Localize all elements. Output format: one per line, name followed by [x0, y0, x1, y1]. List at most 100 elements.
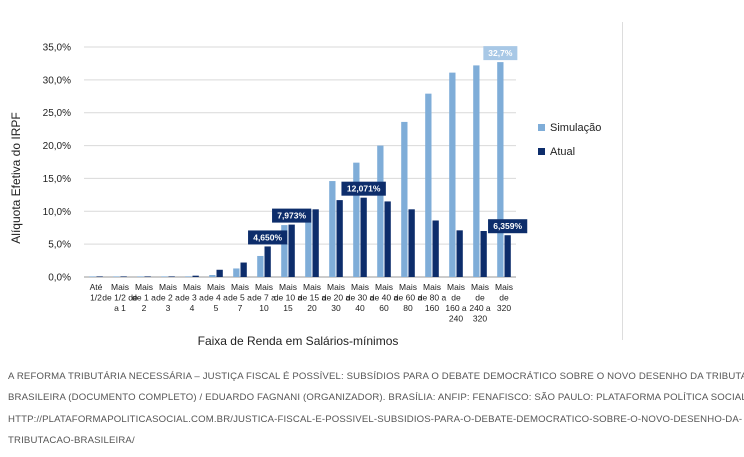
bar-simulacao	[305, 209, 312, 277]
bar-atual	[432, 220, 439, 277]
category-label-line: 4	[190, 303, 195, 313]
category-label: Mais de 40 a 60	[370, 282, 399, 313]
category-label-line: a 1	[114, 303, 126, 313]
category-label: Mais de 20 a 30	[322, 282, 351, 313]
category-label-line: 40	[355, 303, 365, 313]
category-label: Mais de 160 a 240	[445, 282, 467, 324]
data-label-box	[483, 46, 518, 61]
category-label-line: Mais	[207, 282, 225, 292]
bar-simulacao	[497, 62, 504, 277]
bar-atual	[240, 262, 247, 277]
bar-chart: 0,0% 5,0% 10,0% 15,0% 20,0% 25,0% 30,0% 35,0% 4…	[9, 43, 601, 349]
category-label-line: Mais	[423, 282, 441, 292]
category-label-line: de 3 a	[180, 293, 204, 303]
legend-label: Simulação	[550, 122, 601, 134]
category-label-line: 5	[214, 303, 219, 313]
category-label: Mais de 7 a 10	[252, 282, 276, 313]
bar-simulacao	[449, 72, 456, 277]
data-label-box	[272, 208, 312, 223]
data-label: 6,359%	[493, 221, 522, 231]
bar-simulacao	[185, 276, 192, 277]
bar-atual	[504, 235, 511, 277]
bar-atual	[480, 231, 487, 277]
category-label-line: de	[451, 293, 461, 303]
bar-simulacao	[401, 121, 408, 278]
category-label-line: de 5 a	[228, 293, 252, 303]
category-label-line: de 1 a	[132, 293, 156, 303]
category-label-line: de	[499, 293, 509, 303]
source-caption: A REFORMA TRIBUTÁRIA NECESSÁRIA – JUSTIÇ…	[8, 366, 744, 452]
bars	[89, 62, 511, 278]
category-label-line: Mais	[159, 282, 177, 292]
category-label-line: 30	[331, 303, 341, 313]
bar-simulacao	[137, 276, 144, 277]
category-label-line: Mais	[399, 282, 417, 292]
data-label-box	[488, 219, 528, 234]
caption-line: TRIBUTACAO-BRASILEIRA/	[8, 435, 135, 447]
category-label-line: de 10 a	[274, 293, 303, 303]
category-label-line: de 20 a	[322, 293, 351, 303]
category-label: Mais de 10 a 15	[274, 282, 303, 313]
category-label-line: Mais	[351, 282, 369, 292]
y-tick-label: 10,0%	[43, 207, 71, 218]
category-label-line: de 40 a	[370, 293, 399, 303]
bar-simulacao	[89, 276, 96, 277]
category-label-line: 10	[259, 303, 269, 313]
bar-atual	[144, 276, 151, 277]
category-label-line: 2	[142, 303, 147, 313]
y-tick-label: 30,0%	[43, 75, 71, 86]
y-tick-label: 35,0%	[43, 43, 71, 54]
bar-atual	[360, 197, 367, 277]
bar-atual	[120, 276, 127, 277]
legend: Simulação Atual	[538, 122, 601, 158]
bar-simulacao	[473, 65, 480, 278]
category-label-line: 240	[449, 314, 463, 324]
y-tick-label: 5,0%	[48, 240, 71, 251]
category-label: Até 1/2	[90, 282, 103, 303]
bar-simulacao	[281, 225, 288, 277]
bar-simulacao	[425, 93, 432, 278]
category-label-line: de 1/2 de	[102, 293, 138, 303]
category-label-line: Mais	[279, 282, 297, 292]
bar-simulacao	[329, 181, 336, 277]
legend-swatch	[538, 124, 545, 131]
bar-atual	[96, 276, 103, 277]
category-label-line: Mais	[471, 282, 489, 292]
y-tick-label: 25,0%	[43, 108, 71, 119]
y-tick-label: 20,0%	[43, 141, 71, 152]
bar-simulacao	[161, 276, 168, 277]
category-label-line: Mais	[375, 282, 393, 292]
caption-line: A REFORMA TRIBUTÁRIA NECESSÁRIA – JUSTIÇ…	[8, 371, 744, 382]
category-label-line: Mais	[495, 282, 513, 292]
data-label-box	[341, 181, 386, 196]
data-label-box	[248, 230, 288, 245]
category-label: Mais de 80 a 160	[418, 282, 447, 313]
category-label-line: 160	[425, 303, 439, 313]
y-tick-label: 15,0%	[43, 174, 71, 185]
y-tick-labels: 0,0% 5,0% 10,0% 15,0% 20,0% 25,0% 30,0% 35,0%	[43, 43, 71, 284]
bar-atual	[192, 275, 199, 277]
bar-simulacao	[209, 275, 216, 277]
caption-line: HTTP://PLATAFORMAPOLITICASOCIAL.COM.BR/J…	[8, 413, 743, 425]
category-label-line: 240 a	[469, 303, 491, 313]
bar-atual	[312, 209, 319, 277]
category-label-line: de	[475, 293, 485, 303]
category-label-line: 160 a	[445, 303, 467, 313]
bar-atual	[288, 224, 295, 277]
bar-atual	[384, 201, 391, 277]
category-label: Mais de 1/2 de a 1	[102, 282, 138, 313]
y-axis-title: Alíquota Efetiva do IRPF	[9, 112, 23, 243]
category-label-line: 60	[379, 303, 389, 313]
bar-simulacao	[113, 276, 120, 277]
x-axis-title: Faixa de Renda em Salários-mínimos	[198, 334, 399, 348]
category-label-line: 320	[497, 303, 511, 313]
category-label-line: Mais	[255, 282, 273, 292]
category-label-line: Mais	[303, 282, 321, 292]
category-label-line: de 2 a	[156, 293, 180, 303]
bar-atual	[456, 230, 463, 277]
